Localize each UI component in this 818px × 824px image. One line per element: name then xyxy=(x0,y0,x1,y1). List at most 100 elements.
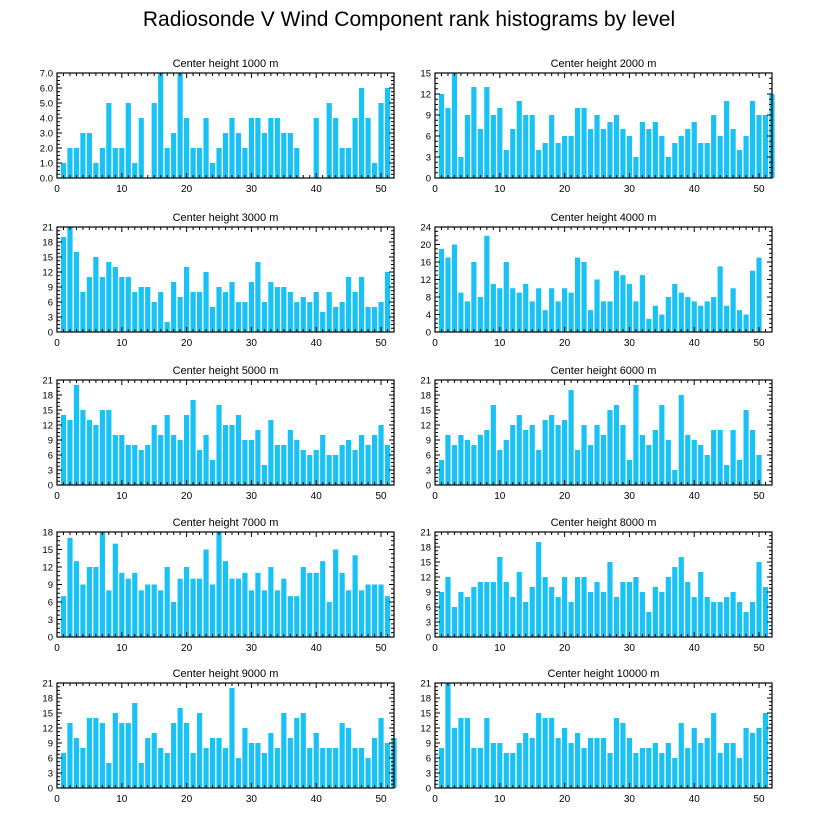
histogram-bar xyxy=(378,103,384,178)
y-tick-label: 6 xyxy=(48,754,53,765)
panel-title: Center height 3000 m xyxy=(173,212,279,224)
histogram-bar xyxy=(523,430,529,485)
histogram-bar xyxy=(346,728,352,788)
y-tick-label: 0 xyxy=(426,784,431,795)
histogram-bar xyxy=(536,450,542,485)
y-tick-label: 9 xyxy=(48,580,53,591)
histogram-bar xyxy=(743,612,749,637)
histogram-bar xyxy=(229,688,235,788)
histogram-bar xyxy=(352,118,358,178)
y-tick-label: 0 xyxy=(48,633,53,644)
histogram-bar xyxy=(209,460,216,485)
histogram-bar xyxy=(352,292,358,332)
histogram-bar xyxy=(138,118,144,178)
histogram-bar xyxy=(672,283,678,332)
histogram-bar xyxy=(555,425,561,485)
histogram-bar xyxy=(346,277,352,332)
y-tick-label: 3 xyxy=(48,615,53,626)
histogram-bar xyxy=(594,582,600,637)
histogram-bar xyxy=(184,567,190,637)
histogram-bar xyxy=(281,445,287,485)
histogram-bar xyxy=(99,148,105,178)
x-tick-label: 30 xyxy=(624,491,636,502)
histogram-bar xyxy=(717,430,723,485)
histogram-panel: Center height 7000 m 0 10 20 30 40 50 0 3 6 9 12 15 1… xyxy=(42,517,395,654)
histogram-bar xyxy=(359,277,365,332)
histogram-bar xyxy=(665,440,671,485)
histogram-bar xyxy=(762,587,769,637)
histogram-bar xyxy=(216,532,222,637)
x-tick-label: 20 xyxy=(181,184,193,195)
histogram-bar xyxy=(445,108,451,178)
histogram-bar xyxy=(691,728,697,788)
histogram-bar xyxy=(626,283,633,332)
histogram-bar xyxy=(574,108,581,178)
histogram-bar xyxy=(438,748,445,788)
histogram-bar xyxy=(287,596,293,637)
histogram-bar xyxy=(672,567,678,637)
histogram-bar xyxy=(451,73,458,178)
x-tick-label: 0 xyxy=(54,491,60,502)
histogram-bar xyxy=(67,723,73,788)
histogram-bar xyxy=(281,578,287,637)
histogram-bar xyxy=(235,415,242,485)
y-tick-label: 12 xyxy=(420,90,431,101)
x-tick-label: 40 xyxy=(689,338,701,349)
histogram-bar xyxy=(242,572,248,637)
x-tick-label: 0 xyxy=(432,491,438,502)
histogram-bar xyxy=(464,597,470,637)
y-tick-label: 6 xyxy=(426,754,431,765)
histogram-bar xyxy=(60,596,67,637)
histogram-bar xyxy=(659,136,665,178)
histogram-bar xyxy=(73,561,80,637)
histogram-bar xyxy=(313,292,319,332)
histogram-bar xyxy=(80,748,86,788)
histogram-bar xyxy=(445,683,451,788)
histogram-bar xyxy=(177,297,183,332)
histogram-bar xyxy=(164,148,170,178)
x-tick-label: 20 xyxy=(181,794,193,805)
histogram-bar xyxy=(704,301,710,332)
histogram-bar xyxy=(510,753,516,788)
histogram-bar xyxy=(86,277,92,332)
histogram-bar xyxy=(724,101,730,178)
x-tick-label: 30 xyxy=(624,643,636,654)
histogram-bar xyxy=(711,297,717,332)
histogram-bar xyxy=(242,440,248,485)
histogram-bar xyxy=(510,597,516,637)
x-tick-label: 10 xyxy=(494,794,506,805)
y-tick-label: 0 xyxy=(48,784,53,795)
y-tick-label: 9 xyxy=(48,436,53,447)
histogram-bar xyxy=(333,118,339,178)
histogram-bar xyxy=(177,73,183,178)
histogram-bar xyxy=(503,440,509,485)
histogram-bar xyxy=(339,302,345,332)
x-tick-label: 0 xyxy=(432,184,438,195)
x-tick-label: 20 xyxy=(559,491,571,502)
histogram-bar xyxy=(242,148,248,178)
histogram-bar xyxy=(626,738,633,788)
x-tick-label: 40 xyxy=(689,184,701,195)
histogram-bar xyxy=(222,748,229,788)
histogram-bar xyxy=(371,738,378,788)
x-tick-label: 10 xyxy=(116,491,128,502)
histogram-bar xyxy=(151,425,157,485)
histogram-bar xyxy=(737,602,743,637)
histogram-bar xyxy=(235,578,242,637)
histogram-bar xyxy=(112,267,118,332)
y-tick-label: 6 xyxy=(426,132,431,143)
x-tick-label: 20 xyxy=(559,794,571,805)
histogram-bar xyxy=(477,748,483,788)
histogram-bar xyxy=(626,460,633,485)
histogram-bar xyxy=(365,758,371,788)
histogram-bar xyxy=(594,279,600,332)
histogram-bar xyxy=(562,136,568,178)
histogram-bar xyxy=(80,584,86,637)
histogram-bar xyxy=(549,718,555,788)
histogram-bar xyxy=(216,405,222,485)
histogram-bar xyxy=(464,115,470,178)
histogram-bar xyxy=(106,410,112,485)
histogram-bar xyxy=(542,310,548,332)
histogram-bar xyxy=(235,758,242,788)
histogram-bar xyxy=(477,297,483,332)
